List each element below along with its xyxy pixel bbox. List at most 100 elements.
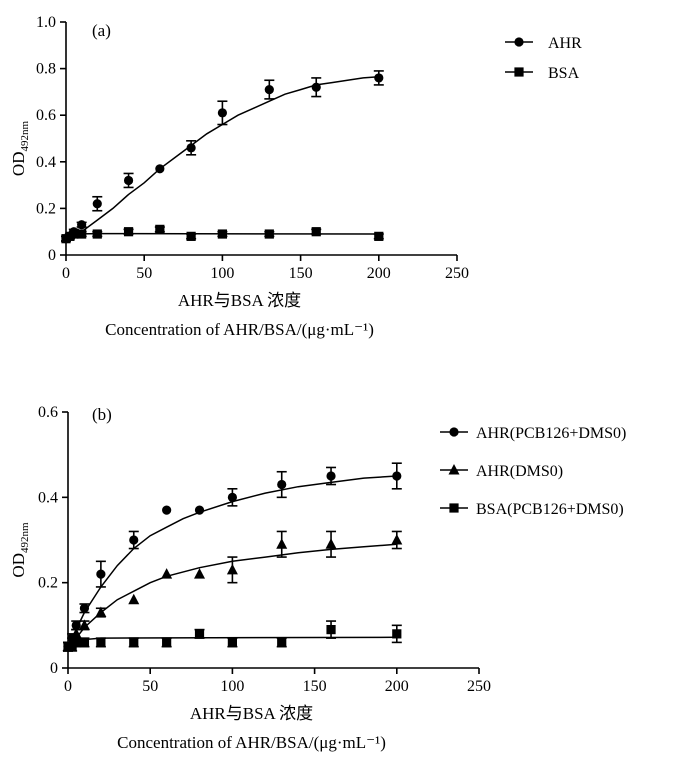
- panel-b-data-point: [129, 637, 139, 647]
- panel-a-data-point: [264, 84, 274, 95]
- panel-b-y-tick-label: 0.4: [38, 489, 58, 506]
- panel-b-series-1: [62, 530, 403, 652]
- panel-b-data-point: [391, 534, 403, 545]
- panel-a-data-point: [92, 199, 102, 209]
- panel-a-series-0: [61, 70, 384, 244]
- panel-b-x-tick-label: 250: [467, 678, 491, 695]
- panel-a-y-tick-label: 0.8: [36, 61, 56, 78]
- panel-b-legend-label: AHR(PCB126+DMS0): [476, 425, 626, 442]
- panel-a-x-axis-title-cn: AHR与BSA 浓度: [178, 291, 301, 310]
- panel-a-x-tick-label: 100: [210, 265, 234, 282]
- panel-b-data-point: [277, 637, 287, 647]
- panel-b-y-axis-subscript: 492nm: [19, 522, 31, 553]
- panel-a-y-tick-label: 0.2: [36, 200, 56, 217]
- panel-b-x-tick-label: 100: [220, 678, 244, 695]
- panel-b-data-point: [71, 637, 81, 647]
- panel-b-series-2: [63, 620, 402, 652]
- panel-b-legend-label: BSA(PCB126+DMS0): [476, 501, 624, 518]
- panel-b-x-axis-title-en: Concentration of AHR/BSA/(μg·mL⁻¹): [117, 733, 386, 752]
- panel-b-data-point: [326, 625, 336, 635]
- panel-a-data-point: [186, 143, 196, 153]
- panel-b-data-point: [78, 619, 90, 630]
- panel-b-y-tick-label: 0: [50, 660, 58, 677]
- panel-b-data-point: [227, 492, 237, 502]
- panel-b-data-point: [96, 637, 106, 647]
- panel-a-data-point: [92, 229, 102, 239]
- panel-b-data-point: [194, 629, 205, 639]
- panel-a-data-point: [374, 73, 384, 83]
- panel-b-data-point: [129, 535, 139, 545]
- panel-a-data-point: [155, 224, 165, 234]
- panel-a-data-point: [217, 229, 227, 239]
- panel-a-x-tick-label: 0: [62, 265, 70, 282]
- panel-a-y-tick-label: 1.0: [36, 14, 56, 31]
- panel-b-legend-label: AHR(DMS0): [476, 463, 563, 480]
- panel-b-data-point: [128, 593, 140, 605]
- panel-b-x-tick-label: 50: [142, 678, 158, 695]
- panel-a-data-point: [311, 227, 321, 237]
- panel-b-data-point: [392, 471, 402, 481]
- panel-a-y-axis-title: OD492nm: [9, 121, 31, 177]
- panel-b-legend-marker: [449, 427, 459, 437]
- panel-b-data-point: [79, 637, 90, 647]
- panel-b-data-point: [194, 505, 205, 515]
- panel-b-legend-marker: [448, 464, 460, 475]
- panel-b-fit-line-0: [67, 475, 397, 652]
- panel-b-data-point: [70, 627, 82, 639]
- panel-a-y-axis-subscript: 492nm: [19, 121, 31, 152]
- panel-b-data-point: [162, 637, 172, 647]
- panel-b-data-point: [276, 538, 288, 549]
- panel-b-data-point: [227, 637, 237, 647]
- panel-a-label: (a): [92, 21, 111, 40]
- panel-b-data-point: [194, 568, 206, 579]
- panel-a-data-point: [77, 229, 87, 239]
- panel-a-data-point: [217, 108, 227, 118]
- panel-b-data-point: [161, 568, 173, 579]
- panel-a-series-1: [61, 224, 384, 244]
- panel-b-data-point: [79, 603, 90, 613]
- panel-a-legend-marker: [514, 37, 524, 47]
- panel-b-x-axis-title-cn: AHR与BSA 浓度: [190, 704, 313, 723]
- panel-a-data-point: [264, 229, 274, 239]
- panel-b-x-tick-label: 150: [303, 678, 327, 695]
- panel-a-data-point: [123, 227, 134, 237]
- panel-b-y-tick-label: 0.6: [38, 404, 58, 421]
- panel-b-data-point: [326, 471, 336, 481]
- panel-b-data-point: [392, 629, 402, 639]
- panel-a-data-point: [77, 220, 87, 230]
- panel-b-y-axis-title: OD492nm: [9, 522, 31, 578]
- panel-b-x-tick-label: 200: [385, 678, 409, 695]
- panel-b-data-point: [226, 563, 238, 575]
- panel-b-data-point: [71, 620, 81, 630]
- panel-b-x-tick-label: 0: [64, 678, 72, 695]
- panel-a-data-point: [186, 231, 196, 241]
- panel-a-data-point: [155, 164, 165, 174]
- panel-a-x-tick-label: 250: [445, 265, 469, 282]
- panel-a-y-tick-label: 0: [48, 247, 56, 264]
- panel-b-data-point: [162, 505, 172, 515]
- panel-b-legend-marker: [449, 503, 459, 513]
- panel-a-y-tick-label: 0.6: [36, 107, 56, 124]
- panel-b-data-point: [96, 569, 106, 579]
- panel-a-x-tick-label: 150: [289, 265, 313, 282]
- panel-b-series-0: [63, 462, 402, 652]
- panel-b-data-point: [95, 606, 107, 618]
- panel-a-data-point: [123, 175, 134, 186]
- panel-a-y-tick-label: 0.4: [36, 154, 56, 171]
- panel-a-x-axis-title-en: Concentration of AHR/BSA/(μg·mL⁻¹): [105, 320, 374, 339]
- panel-a-data-point: [374, 231, 384, 241]
- panel-b-chart: 0 50 100 150 200 250 0 0.2 0.4 0.6 (b) OD492nm AHR与B…: [9, 404, 626, 752]
- panel-a-legend-label: AHR: [548, 35, 582, 52]
- panel-b-label: (b): [92, 405, 112, 424]
- panel-b-data-point: [325, 538, 337, 549]
- panel-a-x-tick-label: 50: [136, 265, 152, 282]
- panel-a-legend-label: BSA: [548, 65, 580, 82]
- panel-a-x-tick-label: 200: [367, 265, 391, 282]
- panel-a-data-point: [69, 229, 79, 239]
- panel-a-data-point: [311, 82, 321, 92]
- panel-a-chart: 0 50 100 150 200 250 0 0.2 0.4 0.6 0.8 1.0 (a) OD492n…: [9, 14, 582, 339]
- panel-b-data-point: [277, 479, 287, 490]
- panel-b-y-tick-label: 0.2: [38, 575, 58, 592]
- panel-a-legend-marker: [514, 67, 524, 77]
